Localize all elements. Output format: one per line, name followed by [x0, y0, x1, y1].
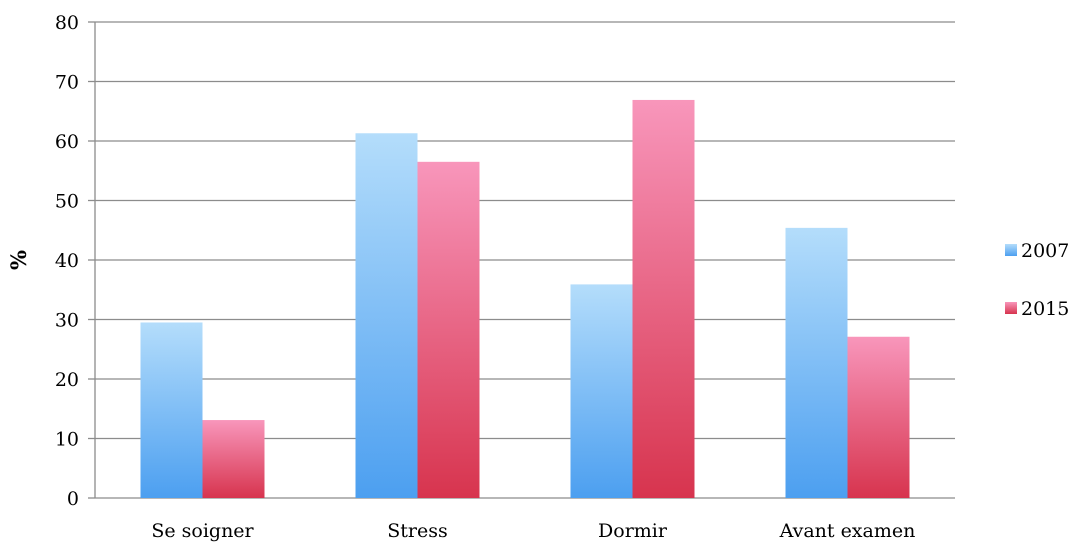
legend-label-2007: 2007	[1021, 240, 1069, 262]
bar-2015-avant-examen	[847, 336, 910, 498]
y-tick-label: 20	[55, 369, 79, 391]
y-tick-label: 60	[55, 131, 79, 153]
y-tick-label: 40	[55, 250, 79, 272]
y-tick-label: 50	[55, 191, 79, 213]
bar-2015-se-soigner	[202, 420, 265, 498]
y-tick-label: 30	[55, 310, 79, 332]
y-tick-label: 0	[67, 488, 79, 510]
x-category-label: Se soigner	[151, 520, 254, 542]
x-category-label: Stress	[387, 520, 447, 542]
x-category-label: Dormir	[598, 520, 668, 542]
legend: 2007 2015	[1005, 240, 1069, 320]
legend-label-2015: 2015	[1021, 298, 1069, 320]
bar-2015-dormir	[632, 99, 695, 498]
x-category-label: Avant examen	[779, 520, 916, 542]
bar-2007-stress	[355, 133, 418, 498]
y-axis-label: %	[6, 250, 31, 270]
legend-swatch-2007	[1005, 244, 1017, 256]
bar-2007-dormir	[570, 284, 633, 498]
bar-2007-avant-examen	[785, 227, 848, 498]
x-axis-categories: Se soigner Stress Dormir Avant examen	[151, 520, 915, 542]
y-tick-label: 70	[55, 72, 79, 94]
bar-2007-se-soigner	[140, 322, 203, 498]
y-tick-label: 10	[55, 429, 79, 451]
legend-swatch-2015	[1005, 302, 1017, 314]
bars	[140, 99, 910, 498]
y-tick-label: 80	[55, 12, 79, 34]
y-axis-ticks: 0 10 20 30 40 50 60 70 80	[55, 12, 96, 510]
bar-2015-stress	[417, 161, 480, 498]
